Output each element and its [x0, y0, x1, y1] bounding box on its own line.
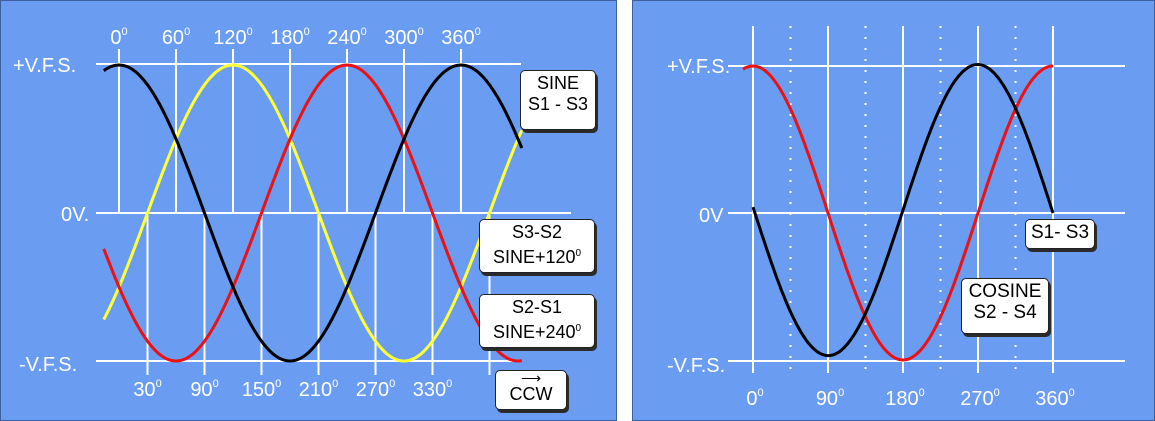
degree-mark: 0 [575, 248, 582, 259]
top-x-tick-label: 3600 [441, 26, 481, 49]
cosine-s2-s4-label: COSINE S2 - S4 [961, 278, 1049, 334]
top-x-tick-label: 2400 [327, 26, 367, 49]
bottom-x-tick-label: 2100 [299, 378, 339, 401]
x-tick-label: 00 [746, 387, 763, 410]
s2-s1-line2: SINE+240 [492, 322, 576, 342]
ccw-label: CCW [509, 384, 553, 404]
degree-mark: 0 [575, 323, 582, 334]
sine-s1-s3-label: SINE S1 - S3 [520, 70, 596, 130]
bottom-x-tick-label: 3300 [413, 378, 453, 401]
left-grid [96, 49, 571, 375]
three-phase-chart: +V.F.S. 0V. -V.F.S. 00 600 1200 1800 2400 300… [13, 26, 571, 401]
sine-label-line1: SINE [536, 73, 579, 93]
y-label-plus-vfs: +V.F.S. [667, 56, 730, 78]
curve-sine-s1-s3 [102, 63, 524, 363]
y-label-zero: 0V. [61, 204, 89, 226]
x-tick-label: 3600 [1035, 387, 1075, 410]
bottom-x-tick-label: 2700 [356, 378, 396, 401]
y-label-zero: 0V [699, 205, 724, 227]
x-tick-label: 1800 [885, 387, 925, 410]
s3-s2-line1: S3-S2 [511, 222, 563, 242]
curve-s3-s2-sine-120 [102, 63, 524, 363]
top-x-tick-label: 3000 [384, 26, 424, 49]
s2-s1-line1: S2-S1 [511, 297, 563, 317]
x-ticks: 00 900 1800 2700 3600 [746, 387, 1074, 410]
top-x-tick-label: 1200 [213, 26, 253, 49]
y-label-minus-vfs: -V.F.S. [19, 354, 77, 376]
x-tick-label: 2700 [960, 387, 1000, 410]
top-x-tick-label: 600 [162, 26, 190, 49]
s3-s2-line2: SINE+120 [492, 247, 576, 267]
top-x-tick-label: 1800 [270, 26, 310, 49]
sine-cosine-chart: +V.F.S. 0V -V.F.S. 00 900 1800 2700 3600 [667, 26, 1125, 410]
curve-s2-s1-sine-240 [102, 63, 523, 363]
bottom-x-tick-label: 300 [133, 378, 161, 401]
right-curves [742, 62, 1055, 362]
s3-s2-label: S3-S2 SINE+1200 [479, 219, 595, 273]
s1-s3-label: S1- S3 [1025, 219, 1095, 249]
sine-cosine-chart-panel: +V.F.S. 0V -V.F.S. 00 900 1800 2700 3600 S1-… [632, 0, 1155, 421]
cosine-line1: COSINE [968, 281, 1042, 302]
sine-label-line2: S1 - S3 [527, 94, 589, 114]
right-arrow-icon: ⟶ [520, 370, 542, 386]
y-label-plus-vfs: +V.F.S. [13, 55, 76, 77]
three-phase-chart-panel: +V.F.S. 0V. -V.F.S. 00 600 1200 1800 2400 300… [0, 0, 617, 421]
ccw-indicator: ⟶ CCW [495, 370, 567, 410]
top-x-tick-label: 00 [110, 26, 127, 49]
top-x-ticks: 00 600 1200 1800 2400 3000 3600 [110, 26, 480, 49]
s2-s1-label: S2-S1 SINE+2400 [479, 294, 595, 348]
curve-s1-s3 [751, 62, 1055, 358]
x-tick-label: 900 [816, 387, 844, 410]
left-curves [102, 63, 524, 363]
right-grid [728, 26, 1125, 373]
y-label-minus-vfs: -V.F.S. [667, 355, 725, 377]
curve-cosine-s2-s4 [742, 64, 1054, 362]
cosine-line2: S2 - S4 [973, 302, 1037, 323]
bottom-x-tick-label: 900 [190, 378, 218, 401]
bottom-x-tick-label: 1500 [242, 378, 282, 401]
bottom-x-ticks: 300 900 1500 2100 2700 3300 [133, 378, 452, 401]
